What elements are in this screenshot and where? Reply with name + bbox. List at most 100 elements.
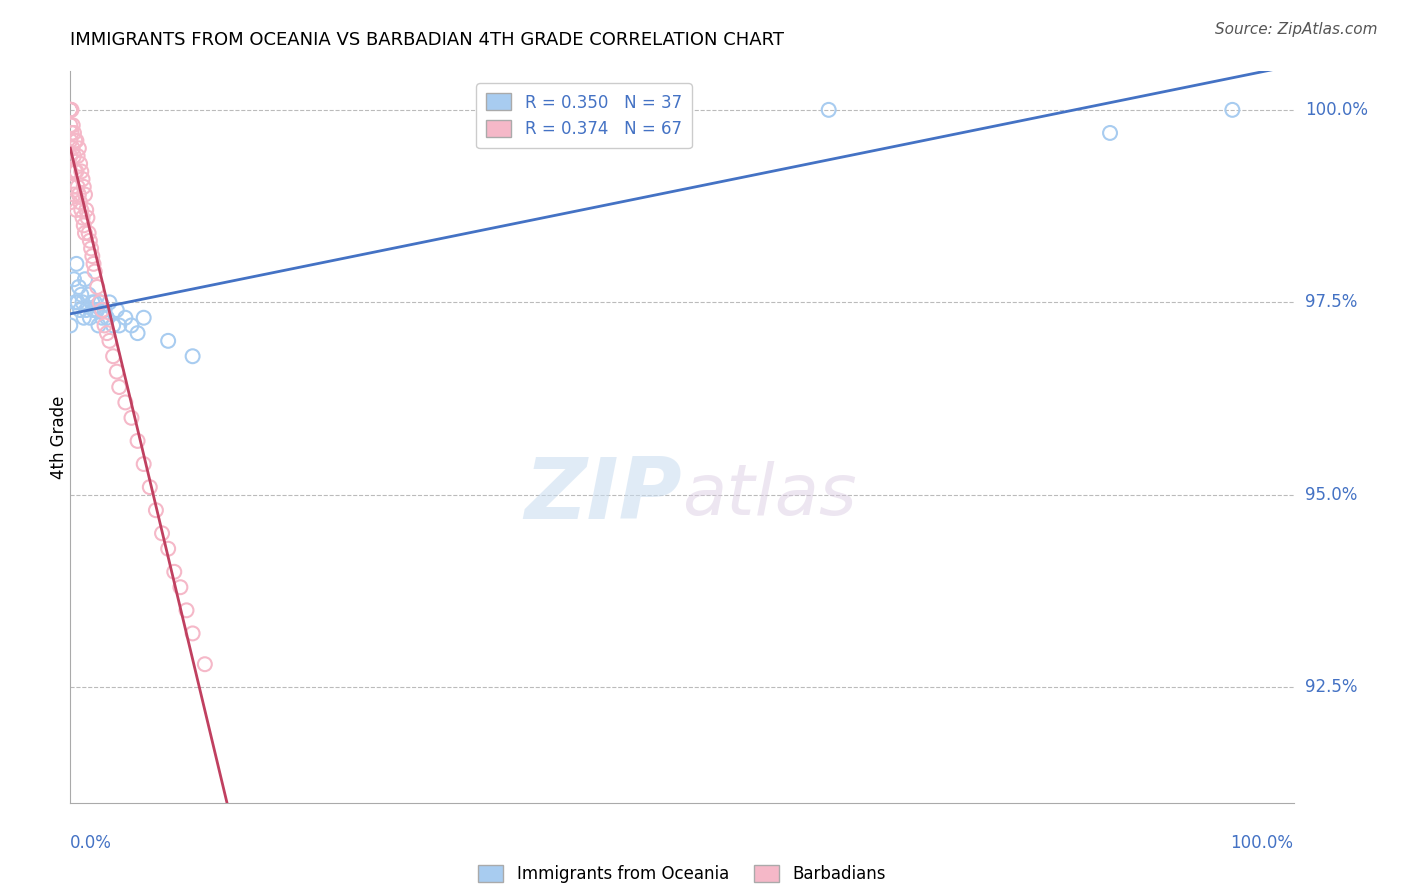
Point xyxy=(96,326,118,340)
Point xyxy=(67,141,90,155)
Text: 97.5%: 97.5% xyxy=(1305,293,1357,311)
Text: Source: ZipAtlas.com: Source: ZipAtlas.com xyxy=(1215,22,1378,37)
Point xyxy=(62,118,84,132)
Point xyxy=(59,103,82,117)
Point xyxy=(132,457,155,471)
Point xyxy=(70,287,93,301)
Point xyxy=(105,303,128,318)
Point xyxy=(91,310,114,325)
Point xyxy=(83,257,105,271)
Point xyxy=(150,526,173,541)
Point xyxy=(139,480,162,494)
Text: atlas: atlas xyxy=(682,461,856,530)
Point xyxy=(73,226,96,240)
Point xyxy=(73,187,96,202)
Point xyxy=(83,264,105,278)
Point xyxy=(132,310,155,325)
Point xyxy=(70,164,93,178)
Point xyxy=(75,303,97,318)
Point xyxy=(108,380,131,394)
Point xyxy=(127,434,149,448)
Point xyxy=(82,249,104,263)
Point xyxy=(75,202,97,217)
Text: 100.0%: 100.0% xyxy=(1230,834,1294,852)
Point xyxy=(63,149,86,163)
Point xyxy=(69,157,91,171)
Point xyxy=(73,272,96,286)
Point xyxy=(73,310,96,325)
Point xyxy=(72,295,94,310)
Point xyxy=(83,295,105,310)
Point xyxy=(67,280,90,294)
Point xyxy=(181,626,204,640)
Point xyxy=(59,103,82,117)
Point xyxy=(63,187,86,202)
Point xyxy=(62,179,84,194)
Point xyxy=(91,303,114,318)
Point xyxy=(181,349,204,363)
Point xyxy=(62,141,84,155)
Point xyxy=(1099,126,1122,140)
Point xyxy=(114,310,136,325)
Point xyxy=(145,503,167,517)
Point xyxy=(65,134,87,148)
Point xyxy=(169,580,191,594)
Point xyxy=(60,126,83,140)
Point xyxy=(77,287,100,301)
Point xyxy=(73,219,96,233)
Point xyxy=(83,303,105,318)
Point xyxy=(59,118,82,132)
Point xyxy=(59,103,82,117)
Point xyxy=(194,657,217,672)
Point xyxy=(105,365,128,379)
Point xyxy=(63,134,86,148)
Point xyxy=(86,303,108,318)
Point xyxy=(65,202,87,217)
Point xyxy=(89,295,111,310)
Point xyxy=(79,310,101,325)
Point xyxy=(72,172,94,186)
Text: 0.0%: 0.0% xyxy=(70,834,112,852)
Point xyxy=(70,202,93,217)
Text: IMMIGRANTS FROM OCEANIA VS BARBADIAN 4TH GRADE CORRELATION CHART: IMMIGRANTS FROM OCEANIA VS BARBADIAN 4TH… xyxy=(70,31,785,49)
Point xyxy=(65,164,87,178)
Point xyxy=(59,134,82,148)
Point xyxy=(176,603,198,617)
Point xyxy=(90,295,112,310)
Point xyxy=(76,211,98,225)
Point xyxy=(59,149,82,163)
Point xyxy=(114,395,136,409)
Point xyxy=(59,103,82,117)
Point xyxy=(93,303,115,318)
Point xyxy=(157,541,180,556)
Point xyxy=(63,272,86,286)
Point xyxy=(67,187,90,202)
Point xyxy=(108,318,131,333)
Point xyxy=(60,103,83,117)
Point xyxy=(121,410,143,425)
Point xyxy=(1220,103,1243,117)
Point xyxy=(93,318,115,333)
Point xyxy=(98,334,121,348)
Point xyxy=(59,164,82,178)
Text: 95.0%: 95.0% xyxy=(1305,486,1357,504)
Point xyxy=(157,334,180,348)
Legend: Immigrants from Oceania, Barbadians: Immigrants from Oceania, Barbadians xyxy=(471,858,893,889)
Text: 92.5%: 92.5% xyxy=(1305,678,1357,697)
Point xyxy=(63,126,86,140)
Point xyxy=(817,103,839,117)
Point xyxy=(96,310,118,325)
Point xyxy=(65,257,87,271)
Point xyxy=(79,234,101,248)
Point xyxy=(163,565,186,579)
Point xyxy=(101,318,124,333)
Point xyxy=(80,242,103,256)
Point xyxy=(59,103,82,117)
Point xyxy=(101,349,124,363)
Point xyxy=(69,195,91,210)
Point xyxy=(66,149,89,163)
Y-axis label: 4th Grade: 4th Grade xyxy=(51,395,67,479)
Text: 100.0%: 100.0% xyxy=(1305,101,1368,119)
Point xyxy=(59,195,82,210)
Point xyxy=(69,303,91,318)
